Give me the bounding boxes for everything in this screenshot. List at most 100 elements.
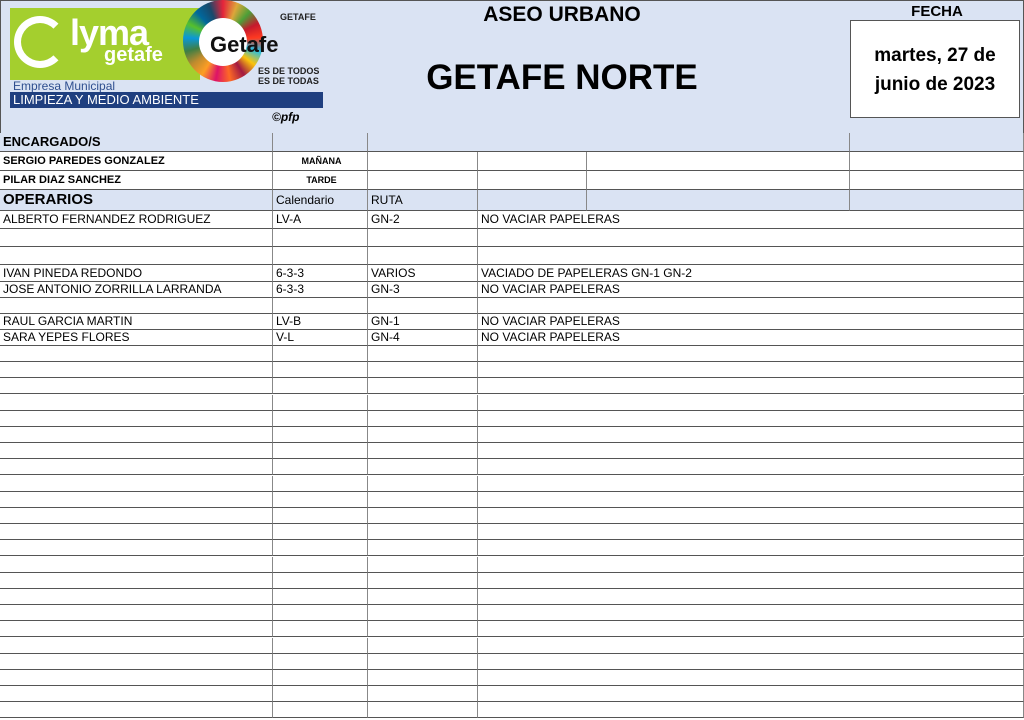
- operario-calendario[interactable]: [273, 492, 368, 508]
- operario-ruta[interactable]: GN-2: [368, 211, 478, 229]
- operario-calendario[interactable]: 6-3-3: [273, 265, 368, 282]
- operario-name[interactable]: [0, 540, 273, 556]
- operario-name[interactable]: [0, 362, 273, 378]
- operario-calendario[interactable]: [273, 589, 368, 605]
- operario-calendario[interactable]: [273, 247, 368, 265]
- operario-observaciones[interactable]: [478, 395, 1024, 411]
- operario-ruta[interactable]: [368, 621, 478, 637]
- operario-ruta[interactable]: GN-4: [368, 330, 478, 346]
- operario-ruta[interactable]: [368, 298, 478, 314]
- fecha-value[interactable]: martes, 27 de junio de 2023: [850, 20, 1020, 118]
- operario-ruta[interactable]: GN-3: [368, 282, 478, 298]
- operario-observaciones[interactable]: [478, 229, 1024, 247]
- operario-observaciones[interactable]: [478, 476, 1024, 492]
- operario-calendario[interactable]: 6-3-3: [273, 282, 368, 298]
- cell[interactable]: [587, 152, 850, 171]
- operario-ruta[interactable]: GN-1: [368, 314, 478, 330]
- operario-calendario[interactable]: [273, 411, 368, 427]
- operario-observaciones[interactable]: VACIADO DE PAPELERAS GN-1 GN-2: [478, 265, 1024, 282]
- operario-observaciones[interactable]: [478, 573, 1024, 589]
- cell[interactable]: [368, 152, 478, 171]
- operario-ruta[interactable]: [368, 686, 478, 702]
- operario-name[interactable]: SARA YEPES FLORES: [0, 330, 273, 346]
- operario-observaciones[interactable]: [478, 540, 1024, 556]
- operario-calendario[interactable]: [273, 443, 368, 459]
- cell[interactable]: [850, 171, 1024, 190]
- encargados-label[interactable]: ENCARGADO/S: [0, 133, 273, 152]
- operario-observaciones[interactable]: [478, 443, 1024, 459]
- operario-ruta[interactable]: [368, 229, 478, 247]
- operario-observaciones[interactable]: [478, 346, 1024, 362]
- operarios-label[interactable]: OPERARIOS: [0, 190, 273, 211]
- operario-name[interactable]: [0, 229, 273, 247]
- operario-ruta[interactable]: [368, 346, 478, 362]
- cell[interactable]: [850, 152, 1024, 171]
- operario-ruta[interactable]: [368, 492, 478, 508]
- cell[interactable]: [273, 133, 368, 152]
- operario-calendario[interactable]: [273, 702, 368, 718]
- operario-observaciones[interactable]: NO VACIAR PAPELERAS: [478, 282, 1024, 298]
- operario-ruta[interactable]: [368, 411, 478, 427]
- operario-observaciones[interactable]: NO VACIAR PAPELERAS: [478, 330, 1024, 346]
- operario-name[interactable]: [0, 492, 273, 508]
- operario-name[interactable]: [0, 557, 273, 573]
- operario-ruta[interactable]: [368, 395, 478, 411]
- cell[interactable]: [478, 152, 587, 171]
- operario-observaciones[interactable]: [478, 508, 1024, 524]
- operario-calendario[interactable]: LV-A: [273, 211, 368, 229]
- operario-ruta[interactable]: [368, 524, 478, 540]
- operario-ruta[interactable]: [368, 605, 478, 621]
- operario-calendario[interactable]: [273, 508, 368, 524]
- cell[interactable]: [368, 133, 850, 152]
- operario-observaciones[interactable]: [478, 638, 1024, 654]
- operario-ruta[interactable]: [368, 476, 478, 492]
- operario-name[interactable]: [0, 459, 273, 475]
- operario-observaciones[interactable]: NO VACIAR PAPELERAS: [478, 314, 1024, 330]
- operario-name[interactable]: [0, 411, 273, 427]
- cell[interactable]: [368, 171, 478, 190]
- operario-observaciones[interactable]: [478, 298, 1024, 314]
- operario-calendario[interactable]: [273, 476, 368, 492]
- operario-calendario[interactable]: [273, 573, 368, 589]
- operario-calendario[interactable]: [273, 686, 368, 702]
- operario-ruta[interactable]: [368, 443, 478, 459]
- operario-observaciones[interactable]: [478, 362, 1024, 378]
- operario-ruta[interactable]: VARIOS: [368, 265, 478, 282]
- operario-observaciones[interactable]: [478, 411, 1024, 427]
- operario-ruta[interactable]: [368, 362, 478, 378]
- operario-ruta[interactable]: [368, 247, 478, 265]
- operario-name[interactable]: [0, 605, 273, 621]
- operario-name[interactable]: [0, 247, 273, 265]
- operario-observaciones[interactable]: [478, 686, 1024, 702]
- operario-observaciones[interactable]: [478, 605, 1024, 621]
- operario-observaciones[interactable]: NO VACIAR PAPELERAS: [478, 211, 1024, 229]
- encargado-name[interactable]: PILAR DIAZ SANCHEZ: [0, 171, 273, 190]
- operario-name[interactable]: [0, 427, 273, 443]
- cell[interactable]: [850, 190, 1024, 211]
- operario-name[interactable]: RAUL GARCIA MARTIN: [0, 314, 273, 330]
- operario-observaciones[interactable]: [478, 247, 1024, 265]
- operario-calendario[interactable]: [273, 621, 368, 637]
- operario-name[interactable]: [0, 621, 273, 637]
- operario-observaciones[interactable]: [478, 654, 1024, 670]
- operario-observaciones[interactable]: [478, 427, 1024, 443]
- operario-ruta[interactable]: [368, 654, 478, 670]
- operario-calendario[interactable]: LV-B: [273, 314, 368, 330]
- cell[interactable]: [587, 171, 850, 190]
- operario-calendario[interactable]: [273, 557, 368, 573]
- operario-name[interactable]: [0, 346, 273, 362]
- operario-name[interactable]: [0, 638, 273, 654]
- cell[interactable]: [478, 171, 587, 190]
- operario-name[interactable]: [0, 589, 273, 605]
- operario-calendario[interactable]: V-L: [273, 330, 368, 346]
- operario-name[interactable]: [0, 654, 273, 670]
- operario-observaciones[interactable]: [478, 524, 1024, 540]
- operario-name[interactable]: [0, 524, 273, 540]
- operario-name[interactable]: [0, 702, 273, 718]
- operario-name[interactable]: [0, 378, 273, 394]
- operario-observaciones[interactable]: [478, 378, 1024, 394]
- operario-ruta[interactable]: [368, 508, 478, 524]
- operario-calendario[interactable]: [273, 605, 368, 621]
- operario-ruta[interactable]: [368, 589, 478, 605]
- operario-calendario[interactable]: [273, 427, 368, 443]
